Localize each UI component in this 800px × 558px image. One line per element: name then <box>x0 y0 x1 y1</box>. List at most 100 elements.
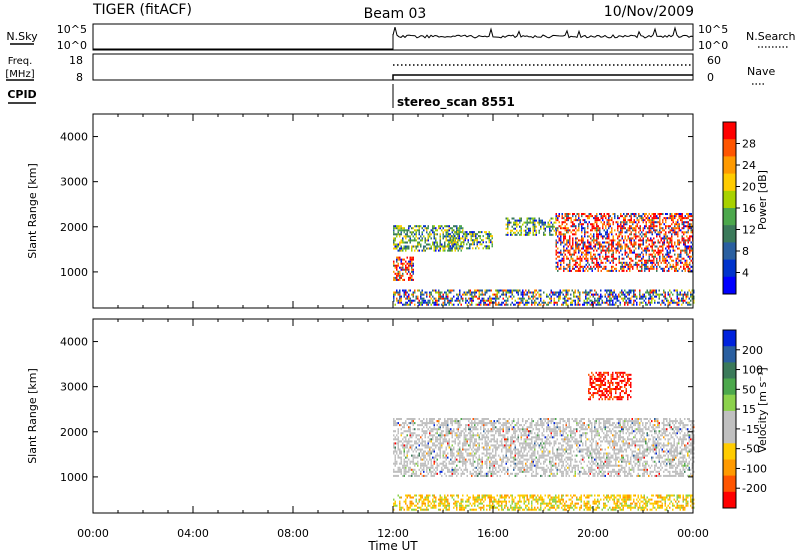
heatmap-cell <box>426 426 428 428</box>
heatmap-cell <box>446 292 448 294</box>
heatmap-cell <box>567 294 569 296</box>
heatmap-cell <box>578 248 580 250</box>
heatmap-cell <box>425 461 427 463</box>
heatmap-cell <box>500 296 502 298</box>
heatmap-cell <box>405 436 407 438</box>
heatmap-cell <box>587 246 589 248</box>
heatmap-cell <box>641 509 643 511</box>
heatmap-cell <box>456 428 458 430</box>
heatmap-cell <box>441 442 443 444</box>
heatmap-cell <box>670 246 672 248</box>
heatmap-cell <box>465 302 467 304</box>
heatmap-cell <box>465 430 467 432</box>
heatmap-cell <box>571 246 573 248</box>
heatmap-cell <box>522 296 524 298</box>
heatmap-cell <box>615 497 617 499</box>
heatmap-cell <box>539 218 541 220</box>
heatmap-cell <box>404 248 406 250</box>
heatmap-cell <box>586 246 588 248</box>
heatmap-cell <box>638 235 640 237</box>
heatmap-cell <box>594 298 596 300</box>
heatmap-cell <box>434 503 436 505</box>
heatmap-cell <box>414 469 416 471</box>
heatmap-cell <box>575 248 577 250</box>
heatmap-cell <box>434 233 436 235</box>
heatmap-cell <box>644 264 646 266</box>
heatmap-cell <box>608 296 610 298</box>
heatmap-cell <box>531 507 533 509</box>
heatmap-cell <box>685 246 687 248</box>
heatmap-cell <box>677 233 679 235</box>
heatmap-cell <box>396 269 398 271</box>
heatmap-cell <box>596 260 598 262</box>
heatmap-cell <box>482 467 484 469</box>
heatmap-cell <box>410 290 412 292</box>
heatmap-cell <box>479 503 481 505</box>
heatmap-cell <box>497 495 499 497</box>
heatmap-cell <box>631 227 633 229</box>
heatmap-cell <box>659 497 661 499</box>
heatmap-cell <box>398 495 400 497</box>
heatmap-cell <box>608 213 610 215</box>
heatmap-cell <box>677 499 679 501</box>
colorbar-segment <box>723 174 736 192</box>
heatmap-cell <box>577 219 579 221</box>
heatmap-cell <box>662 227 664 229</box>
heatmap-cell <box>480 428 482 430</box>
heatmap-cell <box>611 290 613 292</box>
heatmap-cell <box>650 499 652 501</box>
heatmap-cell <box>443 302 445 304</box>
heatmap-cell <box>434 457 436 459</box>
heatmap-cell <box>605 507 607 509</box>
heatmap-cell <box>492 503 494 505</box>
heatmap-cell <box>551 222 553 224</box>
heatmap-cell <box>577 242 579 244</box>
heatmap-cell <box>683 302 685 304</box>
heatmap-cell <box>459 245 461 247</box>
heatmap-cell <box>438 298 440 300</box>
heatmap-cell <box>428 451 430 453</box>
heatmap-cell <box>667 250 669 252</box>
heatmap-cell <box>559 225 561 227</box>
heatmap-cell <box>398 436 400 438</box>
heatmap-cell <box>414 292 416 294</box>
heatmap-cell <box>619 225 621 227</box>
heatmap-cell <box>399 505 401 507</box>
heatmap-cell <box>498 304 500 306</box>
heatmap-cell <box>542 499 544 501</box>
heatmap-cell <box>471 426 473 428</box>
heatmap-cell <box>407 507 409 509</box>
heatmap-cell <box>405 499 407 501</box>
heatmap-cell <box>510 292 512 294</box>
heatmap-cell <box>461 434 463 436</box>
heatmap-cell <box>638 254 640 256</box>
heatmap-cell <box>608 227 610 229</box>
heatmap-cell <box>485 497 487 499</box>
heatmap-cell <box>422 463 424 465</box>
heatmap-cell <box>689 304 691 306</box>
heatmap-cell <box>441 503 443 505</box>
heatmap-cell <box>645 302 647 304</box>
heatmap-cell <box>638 221 640 223</box>
heatmap-cell <box>642 294 644 296</box>
heatmap-cell <box>429 469 431 471</box>
heatmap-cell <box>512 218 514 220</box>
heatmap-cell <box>620 296 622 298</box>
heatmap-cell <box>528 501 530 503</box>
heatmap-cell <box>416 436 418 438</box>
heatmap-cell <box>455 473 457 475</box>
heatmap-cell <box>624 505 626 507</box>
heatmap-cell <box>452 469 454 471</box>
heatmap-cell <box>405 229 407 231</box>
heatmap-cell <box>444 473 446 475</box>
heatmap-cell <box>661 246 663 248</box>
heatmap-cell <box>567 290 569 292</box>
heatmap-cell <box>598 264 600 266</box>
heatmap-cell <box>490 233 492 235</box>
heatmap-cell <box>602 215 604 217</box>
heatmap-cell <box>453 469 455 471</box>
heatmap-cell <box>614 215 616 217</box>
heatmap-cell <box>653 223 655 225</box>
heatmap-cell <box>530 298 532 300</box>
heatmap-cell <box>417 475 419 477</box>
